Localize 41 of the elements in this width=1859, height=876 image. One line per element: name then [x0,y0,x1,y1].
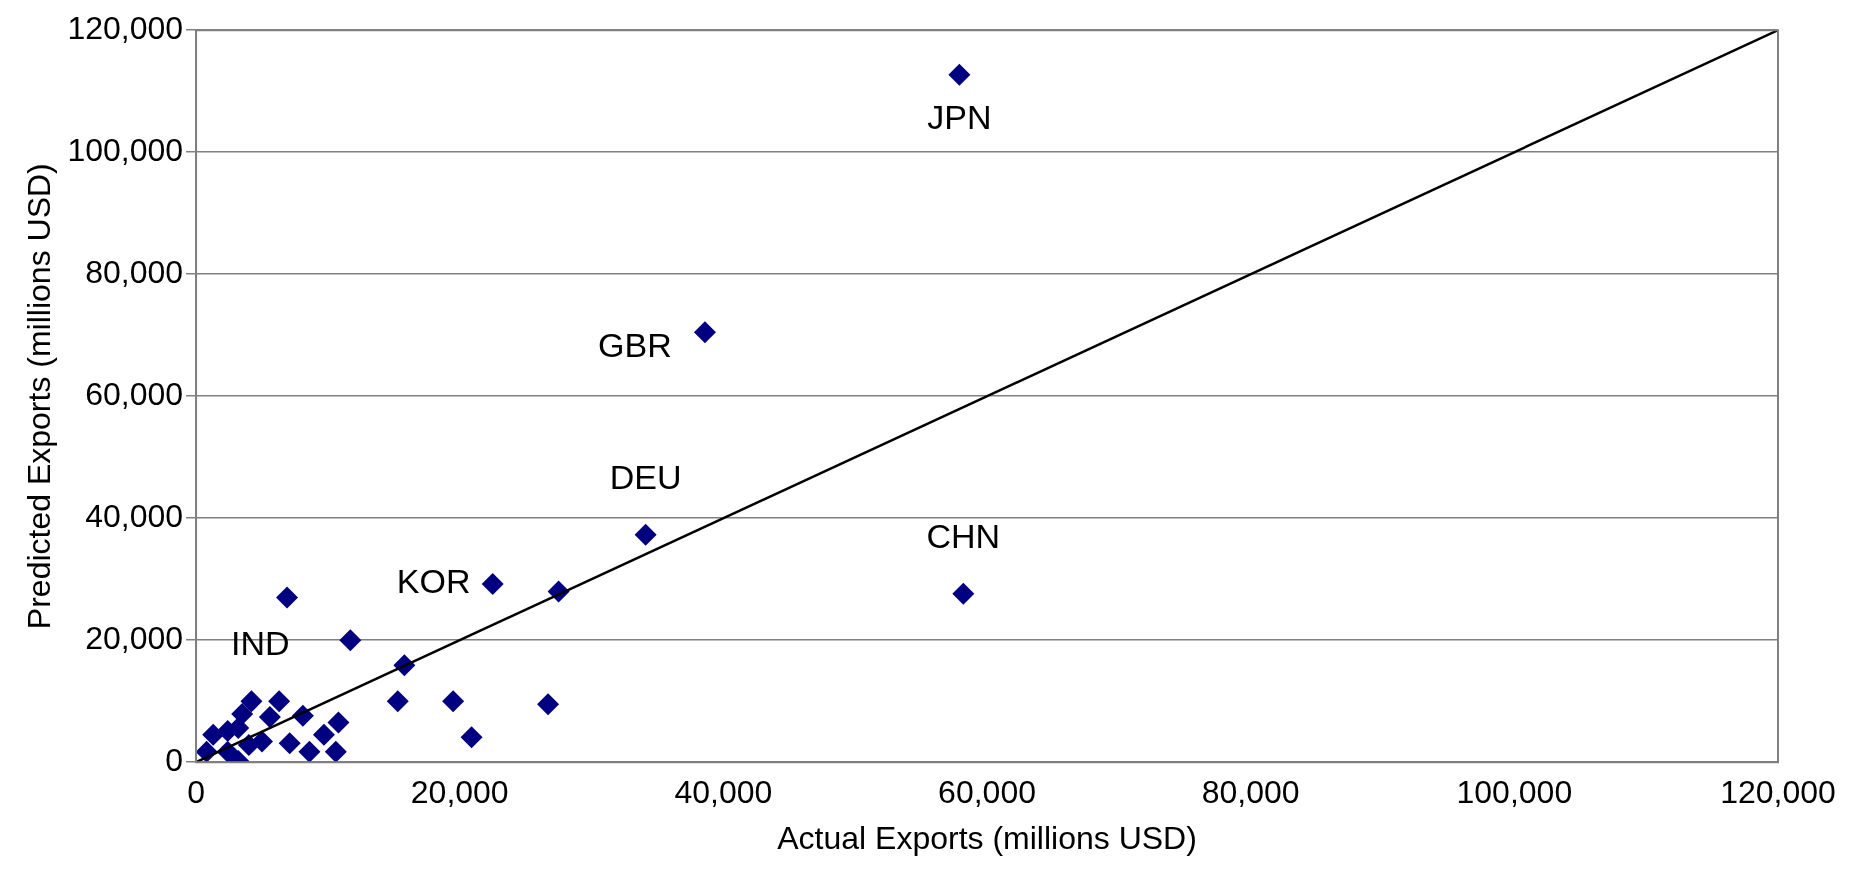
point [312,723,335,746]
point [324,740,347,763]
x-tick-label: 60,000 [938,774,1036,811]
annotation: DEU [609,458,682,497]
annotation: GBR [598,325,672,364]
annotation: IND [231,623,290,662]
point [202,723,225,746]
point [634,523,657,546]
point [537,693,560,716]
point [481,573,504,596]
point [327,711,350,734]
point [442,690,465,713]
x-tick-label: 120,000 [1720,774,1836,811]
annotation: KOR [396,561,471,600]
x-tick-label: 100,000 [1456,774,1573,811]
point [386,690,409,713]
y-tick-label: 60,000 [85,376,184,413]
point [952,582,975,605]
y-tick-label: 20,000 [85,620,184,657]
point [339,629,362,652]
y-tick-label: 120,000 [67,10,184,47]
point [460,726,483,749]
point [268,690,291,713]
y-tick-label: 0 [165,742,184,779]
y-tick-label: 80,000 [85,254,184,291]
x-tick-label: 80,000 [1201,774,1300,811]
annotation: CHN [926,517,1001,556]
point [276,586,299,609]
point [948,63,971,86]
point [298,740,321,763]
y-axis-title: Predicted Exports (millions USD) [21,163,58,630]
point [258,706,281,729]
point [278,732,301,755]
x-tick-label: 40,000 [674,774,773,811]
y-tick-label: 40,000 [85,498,184,535]
x-axis-title: Actual Exports (millions USD) [777,819,1197,856]
x-tick-label: 20,000 [410,774,509,811]
point [240,690,263,713]
point [693,321,716,344]
y-tick-label: 100,000 [67,132,184,169]
annotation: JPN [927,98,992,137]
